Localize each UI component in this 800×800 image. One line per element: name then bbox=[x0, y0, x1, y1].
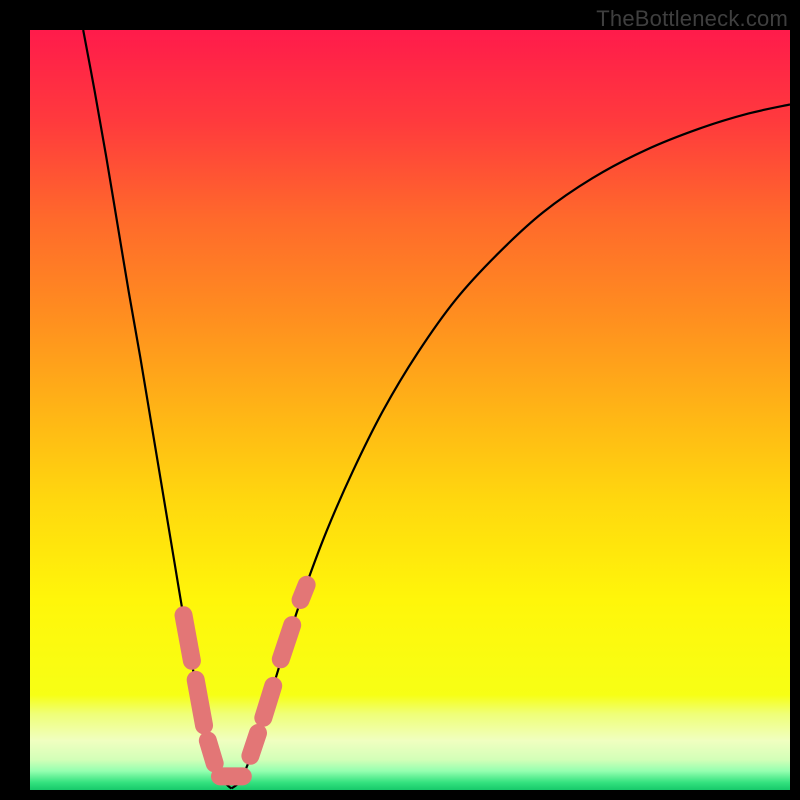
gradient-background bbox=[30, 30, 790, 790]
watermark-text: TheBottleneck.com bbox=[596, 6, 788, 32]
bottleneck-chart bbox=[30, 30, 790, 790]
